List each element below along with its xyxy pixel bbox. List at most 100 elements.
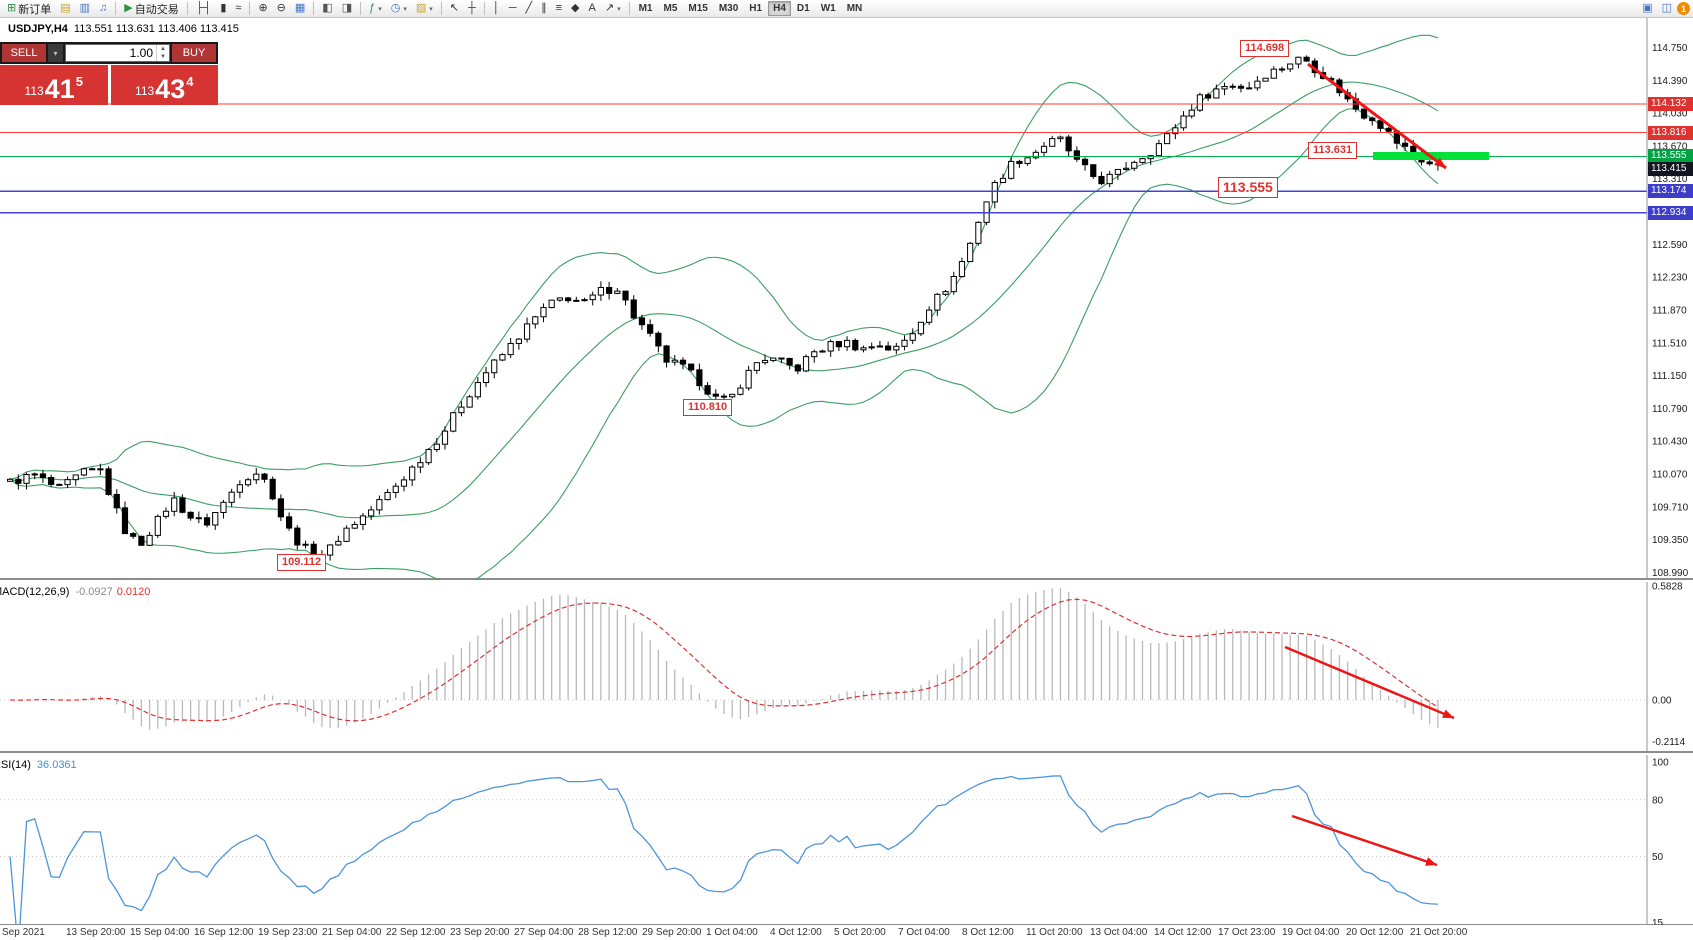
ask-prefix: 113 bbox=[135, 84, 155, 98]
rsi-indicator-panel: 100 80 50 15 RSI(14)36.0361 bbox=[0, 755, 1693, 925]
text-button[interactable]: A bbox=[585, 1, 600, 17]
timeframe-w1-button[interactable]: W1 bbox=[820, 3, 836, 14]
time-label: 15 Sep 04:00 bbox=[130, 927, 190, 938]
channel-icon: ∥ bbox=[541, 2, 547, 14]
data-window-icon: ▣ bbox=[1642, 2, 1653, 14]
time-axis: Sep 2021 13 Sep 20:00 15 Sep 04:00 16 Sep 1… bbox=[0, 926, 1693, 940]
svg-text:110.070: 110.070 bbox=[1652, 469, 1688, 480]
timeframe-m1-button[interactable]: M1 bbox=[638, 3, 653, 14]
tile-windows-icon: ▦ bbox=[294, 2, 306, 14]
text-icon: A bbox=[588, 2, 596, 14]
bid-big-digits: 41 bbox=[44, 74, 75, 105]
autotrading-button[interactable]: ▶ 自动交易 bbox=[120, 1, 182, 17]
arrows-button[interactable]: ↗ ▾ bbox=[601, 1, 625, 17]
bid-pip-digit: 5 bbox=[75, 74, 83, 89]
time-label: 21 Oct 20:00 bbox=[1410, 927, 1468, 938]
channel-button[interactable]: ∥ bbox=[537, 1, 551, 17]
svg-text:113.670: 113.670 bbox=[1652, 141, 1688, 152]
price-tag: 113.174 bbox=[1648, 184, 1693, 199]
autotrading-play-icon: ▶ bbox=[124, 2, 133, 14]
svg-text:110.430: 110.430 bbox=[1652, 437, 1688, 448]
toolbar-separator bbox=[186, 2, 188, 15]
zoom-out-icon: ⊖ bbox=[276, 2, 286, 14]
rsi-label: RSI(14)36.0361 bbox=[0, 759, 77, 771]
price-tag: 112.934 bbox=[1648, 205, 1693, 220]
profiles-button[interactable]: ▥ bbox=[76, 1, 94, 17]
price-annotation[interactable]: 113.555 bbox=[1218, 177, 1278, 198]
volume-input[interactable] bbox=[66, 45, 156, 61]
tile-windows-button[interactable]: ▦ bbox=[291, 1, 309, 17]
chart-shift-button[interactable]: ◨ bbox=[338, 1, 356, 17]
timeframe-m30-button[interactable]: M30 bbox=[718, 3, 739, 14]
price-tag: 113.816 bbox=[1648, 125, 1693, 140]
sell-button[interactable]: SELL bbox=[2, 44, 46, 62]
timeframe-m15-button[interactable]: M15 bbox=[688, 3, 708, 14]
shapes-button[interactable]: ◆ bbox=[567, 1, 583, 17]
zoom-out-button[interactable]: ⊖ bbox=[273, 1, 290, 17]
trade-options-caret[interactable]: ▾ bbox=[48, 44, 63, 62]
line-chart-button[interactable]: ≈ bbox=[231, 1, 245, 17]
time-label: 19 Oct 04:00 bbox=[1282, 927, 1340, 938]
timeframe-d1-button[interactable]: D1 bbox=[796, 3, 810, 14]
time-label: 13 Sep 20:00 bbox=[66, 927, 126, 938]
time-label: 7 Oct 04:00 bbox=[898, 927, 950, 938]
svg-text:80: 80 bbox=[1652, 795, 1664, 806]
bar-chart-button[interactable]: ├┤ bbox=[192, 1, 216, 17]
time-label: 1 Oct 04:00 bbox=[706, 927, 758, 938]
periods-button[interactable]: ◷ ▾ bbox=[387, 1, 411, 17]
price-annotation[interactable]: 113.631 bbox=[1308, 142, 1358, 159]
navigator-button[interactable]: ◫ bbox=[1658, 1, 1676, 17]
indicators-button[interactable]: ƒ ▾ bbox=[365, 1, 386, 17]
caret-down-icon: ▾ bbox=[403, 5, 407, 13]
fibonacci-button[interactable]: ≡ bbox=[552, 1, 566, 17]
svg-text:111.870: 111.870 bbox=[1652, 305, 1687, 316]
candlestick-chart-button[interactable]: ▮ bbox=[216, 1, 230, 17]
ask-pip-digit: 4 bbox=[186, 74, 194, 89]
crosshair-button[interactable]: ┼ bbox=[464, 1, 480, 17]
toolbar-separator bbox=[249, 2, 251, 15]
toolbar-separator bbox=[313, 2, 315, 15]
price-annotation[interactable]: 114.698 bbox=[1240, 40, 1290, 57]
timeframe-m5-button[interactable]: M5 bbox=[663, 3, 678, 14]
cursor-button[interactable]: ↖ bbox=[446, 1, 463, 17]
price-annotation[interactable]: 109.112 bbox=[277, 554, 327, 571]
time-label: 11 Oct 20:00 bbox=[1026, 927, 1083, 938]
chart-window-icon: ▤ bbox=[60, 2, 71, 14]
svg-text:113.310: 113.310 bbox=[1652, 174, 1688, 185]
templates-button[interactable]: ▨ ▾ bbox=[412, 1, 437, 17]
time-label: 23 Sep 20:00 bbox=[450, 927, 510, 938]
volume-decrease-button[interactable]: ▼ bbox=[160, 54, 166, 60]
shapes-icon: ◆ bbox=[571, 2, 580, 14]
data-window-button[interactable]: ▣ bbox=[1638, 1, 1656, 17]
main-chart-canvas[interactable]: 114.750 114.390 114.030 113.670 113.310 112.9… bbox=[0, 18, 1693, 580]
svg-text:50: 50 bbox=[1652, 852, 1664, 863]
charts-button[interactable]: ▤ bbox=[56, 1, 74, 17]
new-order-button[interactable]: ⊞ 新订单 bbox=[3, 1, 55, 17]
notifications-badge[interactable]: 1 bbox=[1677, 2, 1690, 15]
svg-text:112.230: 112.230 bbox=[1652, 273, 1688, 284]
timeframe-mn-button[interactable]: MN bbox=[846, 3, 863, 14]
time-label: 8 Oct 12:00 bbox=[962, 927, 1014, 938]
buy-button[interactable]: BUY bbox=[172, 44, 216, 62]
template-icon: ▨ bbox=[415, 2, 427, 14]
auto-scroll-button[interactable]: ◧ bbox=[318, 1, 336, 17]
sound-icon: ♫ bbox=[99, 2, 108, 14]
macd-canvas[interactable]: 0.5828 0.00 -0.2114 bbox=[0, 582, 1693, 753]
timeframe-h4-button[interactable]: H4 bbox=[768, 1, 791, 16]
horizontal-line-button[interactable]: ─ bbox=[505, 1, 521, 17]
timeframe-h1-button[interactable]: H1 bbox=[749, 3, 763, 14]
bid-price-box[interactable]: 113 41 5 bbox=[0, 65, 108, 105]
trendline-button[interactable]: ╱ bbox=[521, 1, 536, 17]
macd-main-value: -0.0927 bbox=[75, 586, 113, 598]
price-annotation[interactable]: 110.810 bbox=[683, 399, 733, 416]
volume-increase-button[interactable]: ▲ bbox=[160, 46, 166, 52]
alerts-button[interactable]: ♫ bbox=[95, 1, 111, 17]
toolbar-separator bbox=[440, 2, 442, 15]
vertical-line-button[interactable]: │ bbox=[489, 1, 504, 17]
time-label: 5 Oct 20:00 bbox=[834, 927, 886, 938]
rsi-canvas[interactable]: 100 80 50 15 bbox=[0, 755, 1693, 925]
time-label: 21 Sep 04:00 bbox=[322, 927, 382, 938]
zoom-in-button[interactable]: ⊕ bbox=[254, 1, 271, 17]
ask-price-box[interactable]: 113 43 4 bbox=[110, 65, 218, 105]
time-label: 20 Oct 12:00 bbox=[1346, 927, 1404, 938]
